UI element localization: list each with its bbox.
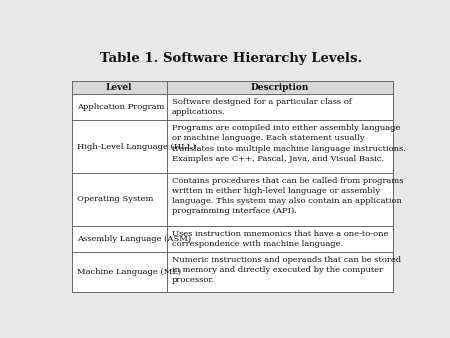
Text: Numeric instructions and operands that can be stored
in memory and directly exec: Numeric instructions and operands that c… bbox=[172, 256, 401, 284]
Text: Machine Language (ML): Machine Language (ML) bbox=[77, 268, 181, 276]
Text: Software designed for a particular class of
applications.: Software designed for a particular class… bbox=[172, 98, 352, 116]
Bar bbox=[72, 81, 393, 94]
Text: Operating System: Operating System bbox=[77, 195, 153, 203]
Text: Assembly Language (ASM): Assembly Language (ASM) bbox=[77, 235, 191, 243]
Text: Programs are compiled into either assembly language
or machine language. Each st: Programs are compiled into either assemb… bbox=[172, 124, 406, 163]
Text: Description: Description bbox=[251, 83, 309, 92]
Text: Contains procedures that can be called from programs
written in either high-leve: Contains procedures that can be called f… bbox=[172, 177, 403, 215]
Text: Table 1. Software Hierarchy Levels.: Table 1. Software Hierarchy Levels. bbox=[99, 52, 362, 65]
Text: High-Level Language (HLL): High-Level Language (HLL) bbox=[77, 143, 196, 151]
Text: Application Program: Application Program bbox=[77, 103, 165, 111]
Text: Level: Level bbox=[106, 83, 132, 92]
Text: Uses instruction mnemonics that have a one-to-one
correspondence with machine la: Uses instruction mnemonics that have a o… bbox=[172, 230, 388, 248]
